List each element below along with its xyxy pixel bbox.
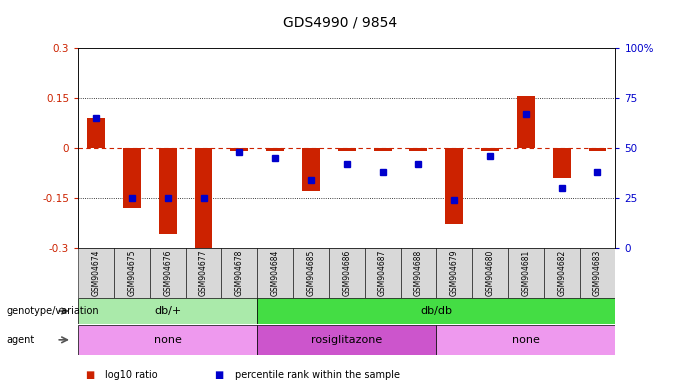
Bar	[150, 248, 186, 298]
Text: ■: ■	[214, 370, 224, 380]
Bar	[158, 148, 177, 234]
Text: log10 ratio: log10 ratio	[105, 370, 158, 380]
Text: GSM904684: GSM904684	[271, 250, 279, 296]
Bar	[338, 148, 356, 151]
Bar	[437, 325, 615, 354]
Bar	[409, 148, 427, 151]
Text: ■: ■	[85, 370, 95, 380]
Text: GSM904681: GSM904681	[522, 250, 530, 296]
Text: db/+: db/+	[154, 306, 182, 316]
Text: GSM904678: GSM904678	[235, 250, 244, 296]
Bar	[257, 325, 437, 354]
Bar	[588, 148, 607, 151]
Text: rosiglitazone: rosiglitazone	[311, 335, 382, 345]
Text: GSM904679: GSM904679	[449, 249, 459, 296]
Bar	[302, 148, 320, 191]
Bar	[257, 298, 615, 324]
Bar	[78, 298, 257, 324]
Text: GSM904675: GSM904675	[127, 249, 137, 296]
Bar	[87, 118, 105, 148]
Text: percentile rank within the sample: percentile rank within the sample	[235, 370, 400, 380]
Text: GSM904682: GSM904682	[557, 250, 566, 296]
Bar	[437, 248, 472, 298]
Bar	[472, 248, 508, 298]
Bar	[553, 148, 571, 178]
Bar	[231, 148, 248, 151]
Text: GSM904676: GSM904676	[163, 249, 172, 296]
Bar	[266, 148, 284, 151]
Bar	[222, 248, 257, 298]
Text: GSM904686: GSM904686	[342, 250, 352, 296]
Bar	[481, 148, 499, 151]
Bar	[544, 248, 579, 298]
Text: GSM904685: GSM904685	[307, 250, 316, 296]
Bar	[194, 148, 212, 248]
Text: GSM904683: GSM904683	[593, 250, 602, 296]
Bar	[517, 96, 534, 148]
Bar	[293, 248, 329, 298]
Text: agent: agent	[7, 335, 35, 345]
Bar	[508, 248, 544, 298]
Bar	[579, 248, 615, 298]
Text: none: none	[512, 335, 540, 345]
Text: GSM904680: GSM904680	[486, 250, 494, 296]
Text: GDS4990 / 9854: GDS4990 / 9854	[283, 15, 397, 29]
Bar	[364, 248, 401, 298]
Text: genotype/variation: genotype/variation	[7, 306, 99, 316]
Bar	[329, 248, 364, 298]
Bar	[123, 148, 141, 208]
Bar	[78, 325, 257, 354]
Bar	[445, 148, 463, 224]
Bar	[374, 148, 392, 151]
Text: GSM904687: GSM904687	[378, 250, 387, 296]
Bar	[78, 248, 114, 298]
Text: GSM904674: GSM904674	[92, 249, 101, 296]
Bar	[114, 248, 150, 298]
Text: GSM904688: GSM904688	[414, 250, 423, 296]
Text: GSM904677: GSM904677	[199, 249, 208, 296]
Text: db/db: db/db	[420, 306, 452, 316]
Text: none: none	[154, 335, 182, 345]
Bar	[401, 248, 437, 298]
Bar	[257, 248, 293, 298]
Bar	[186, 248, 222, 298]
